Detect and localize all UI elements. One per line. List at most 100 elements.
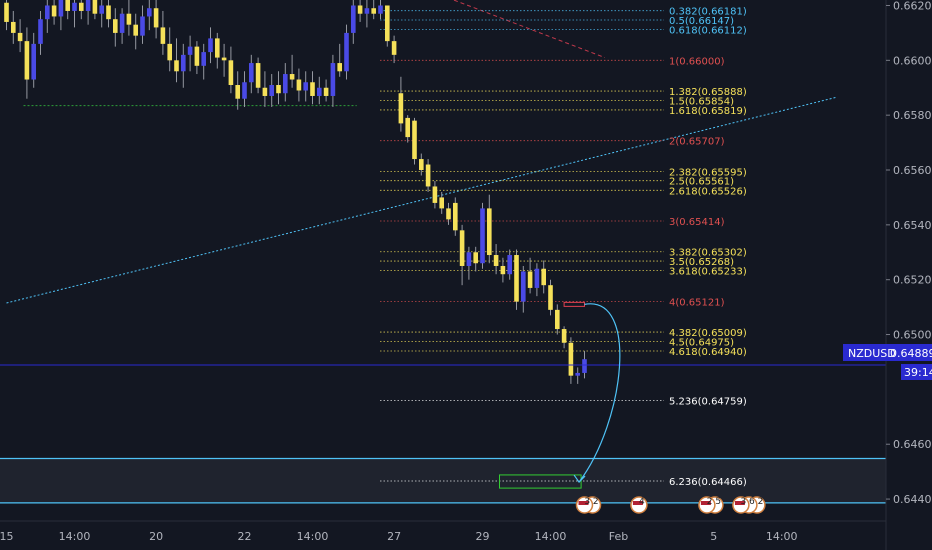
candle-body — [11, 21, 16, 33]
time-axis[interactable]: 15 14:00 20 22 14:00 27 29 14:00 Feb 5 14:00 — [0, 530, 798, 543]
candle-body — [500, 265, 506, 275]
fib-level-label: 1.382(0.65888) — [669, 87, 747, 98]
current-price-label: NZDUSD 0.64889 39:14 — [843, 344, 932, 380]
candle-body — [167, 43, 172, 61]
candle-body — [310, 82, 315, 96]
time-tick-label: 15 — [0, 530, 14, 543]
candle-body — [242, 82, 247, 99]
trendlines — [6, 0, 837, 304]
candle-body — [357, 5, 363, 14]
candle-body — [439, 197, 444, 209]
candle-body — [473, 252, 478, 264]
candle-body — [344, 32, 349, 72]
candle-body — [419, 159, 424, 171]
fib-level-label: 3.618(0.65233) — [669, 267, 747, 278]
time-tick-label: 14:00 — [59, 530, 91, 543]
candle-body — [208, 38, 213, 53]
fib-level-label: 4.382(0.65009) — [669, 328, 747, 339]
event-flag-stripe — [734, 501, 745, 505]
target-box — [499, 474, 582, 489]
descending-trendline — [452, 0, 606, 59]
candle-body — [289, 74, 295, 80]
candle-body — [507, 255, 512, 275]
candle-body — [425, 164, 431, 187]
price-label-value: 0.64889 — [890, 347, 932, 360]
candle-body — [113, 19, 118, 33]
candle-body — [228, 60, 234, 86]
event-flag-stripe — [632, 501, 643, 505]
candle-body — [555, 309, 560, 330]
candle-body — [58, 0, 64, 17]
event-count: 2 5 — [707, 497, 721, 507]
candle-body — [269, 85, 274, 96]
candle-body — [119, 13, 125, 33]
fib-level-label: 4.618(0.64940) — [669, 347, 747, 358]
candle-body — [85, 0, 91, 11]
arrow-head — [573, 474, 586, 483]
candle-body — [534, 268, 540, 288]
time-tick-label: 14:00 — [297, 530, 329, 543]
time-tick-label: 14:00 — [535, 530, 567, 543]
candle-body — [126, 13, 132, 25]
candle-body — [79, 2, 84, 11]
candle-body — [99, 5, 104, 14]
fib-level-label: 0.618(0.66112) — [669, 26, 747, 37]
fib-level-label: 1.618(0.65819) — [669, 106, 747, 117]
fib-level-label: 2(0.65707) — [669, 137, 725, 148]
candle-body — [31, 43, 36, 80]
candle-body — [446, 208, 451, 220]
fib-level-label: 3.382(0.65302) — [669, 248, 747, 259]
candle-body — [405, 117, 410, 138]
candle-body — [317, 87, 322, 96]
candle-body — [521, 271, 526, 302]
fib-level-label: 6.236(0.64466) — [669, 477, 747, 488]
candle-body — [330, 63, 336, 96]
candle-body — [391, 41, 397, 55]
candle-body — [51, 5, 57, 17]
candle-body — [487, 208, 492, 256]
candle-body — [65, 0, 70, 11]
price-label-bg — [843, 344, 932, 361]
candle-body — [303, 82, 308, 91]
candle-body — [568, 342, 574, 376]
candle-body — [24, 41, 30, 80]
candle-body — [459, 230, 465, 266]
candle-body — [4, 2, 9, 22]
candle-body — [453, 202, 458, 231]
candle-body — [575, 372, 580, 376]
candle-body — [296, 79, 302, 91]
time-tick-label: 22 — [238, 530, 252, 543]
fib-level-label: 2.5(0.65561) — [669, 177, 734, 188]
event-flag-stripe — [578, 501, 589, 505]
candle-body — [493, 255, 499, 266]
candle-body — [153, 8, 159, 28]
fib-level-label: 0.5(0.66147) — [669, 16, 734, 27]
candle-body — [582, 359, 587, 373]
candle-body — [187, 46, 193, 55]
fib-level-label: 2.618(0.65526) — [669, 186, 747, 197]
time-tick-label: 5 — [710, 530, 717, 543]
fib-level-label: 5.236(0.64759) — [669, 397, 747, 408]
candle-body — [432, 186, 438, 203]
candle-body — [541, 268, 546, 286]
candle-body — [215, 38, 220, 58]
arrow-path — [578, 303, 621, 483]
event-flag-stripe — [700, 501, 711, 505]
fib-extension-levels: 0.382(0.66181)0.5(0.66147)0.618(0.66112)… — [380, 7, 747, 489]
candle-body — [249, 63, 254, 83]
candle-body — [385, 5, 390, 42]
candle-body — [561, 329, 567, 343]
candle-body — [412, 120, 417, 160]
fib-level-label: 3(0.65414) — [669, 217, 725, 228]
event-count: 4 — [639, 497, 645, 507]
fib-level-label: 3.5(0.65268) — [669, 257, 734, 268]
candle-body — [276, 85, 281, 94]
candle-body — [181, 54, 186, 72]
